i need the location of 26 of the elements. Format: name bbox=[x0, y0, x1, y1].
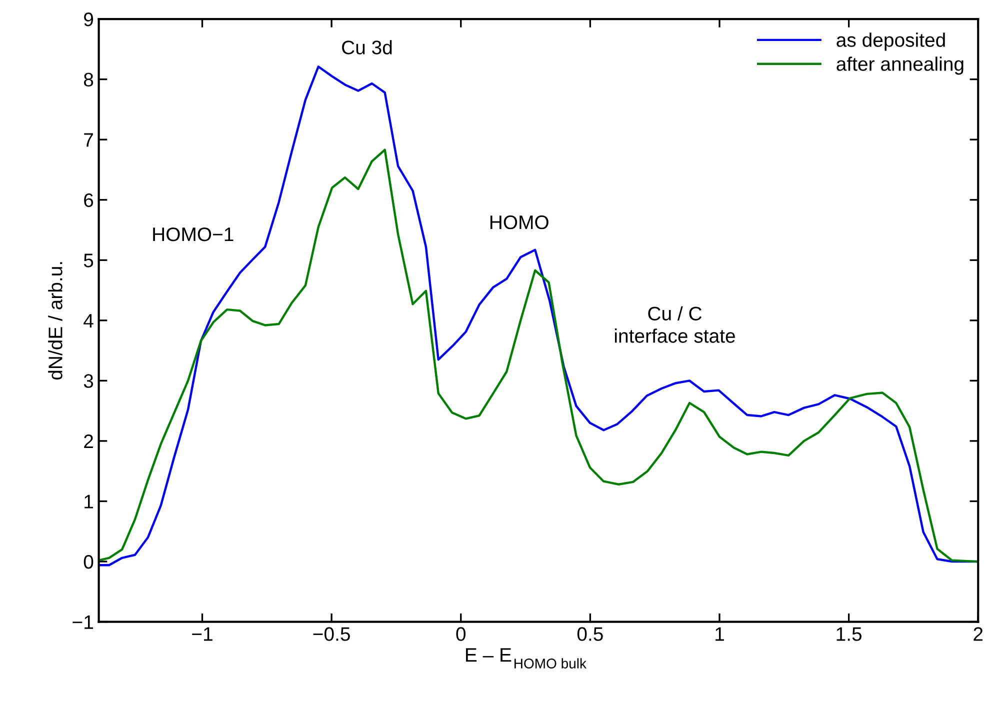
legend-label: as deposited bbox=[836, 32, 945, 51]
y-tick-label: 7 bbox=[84, 133, 93, 147]
y-tick-label: 3 bbox=[84, 374, 94, 388]
x-tick-label: −0.5 bbox=[313, 627, 350, 641]
y-tick-label: 6 bbox=[84, 193, 94, 208]
y-tick-label: 8 bbox=[84, 72, 94, 87]
annotation: Cu / C interface state bbox=[614, 306, 735, 343]
x-tick-label: 0 bbox=[456, 627, 466, 641]
y-tick-label: 4 bbox=[84, 314, 94, 328]
y-axis-title: dN/dE / arb.u. bbox=[48, 262, 62, 380]
legend-label: after annealing bbox=[836, 56, 964, 75]
annotation: HOMO bbox=[490, 215, 548, 230]
y-tick-label: −1 bbox=[72, 615, 93, 629]
y-tick-label: 0 bbox=[84, 554, 94, 569]
y-tick-label: 5 bbox=[84, 254, 94, 268]
x-tick-label: 0.5 bbox=[577, 627, 603, 641]
x-tick-label: −1 bbox=[192, 627, 212, 641]
x-tick-label: 1.5 bbox=[836, 627, 862, 641]
y-tick-label: 9 bbox=[84, 12, 94, 26]
x-tick-label: 1 bbox=[716, 627, 724, 641]
annotation: HOMO−1 bbox=[153, 227, 234, 242]
line-series bbox=[98, 148, 978, 563]
y-tick-label: 1 bbox=[84, 494, 93, 508]
y-tick-label: 2 bbox=[84, 434, 93, 448]
x-tick-label: 2 bbox=[974, 627, 983, 641]
annotation: Cu 3d bbox=[342, 40, 392, 54]
